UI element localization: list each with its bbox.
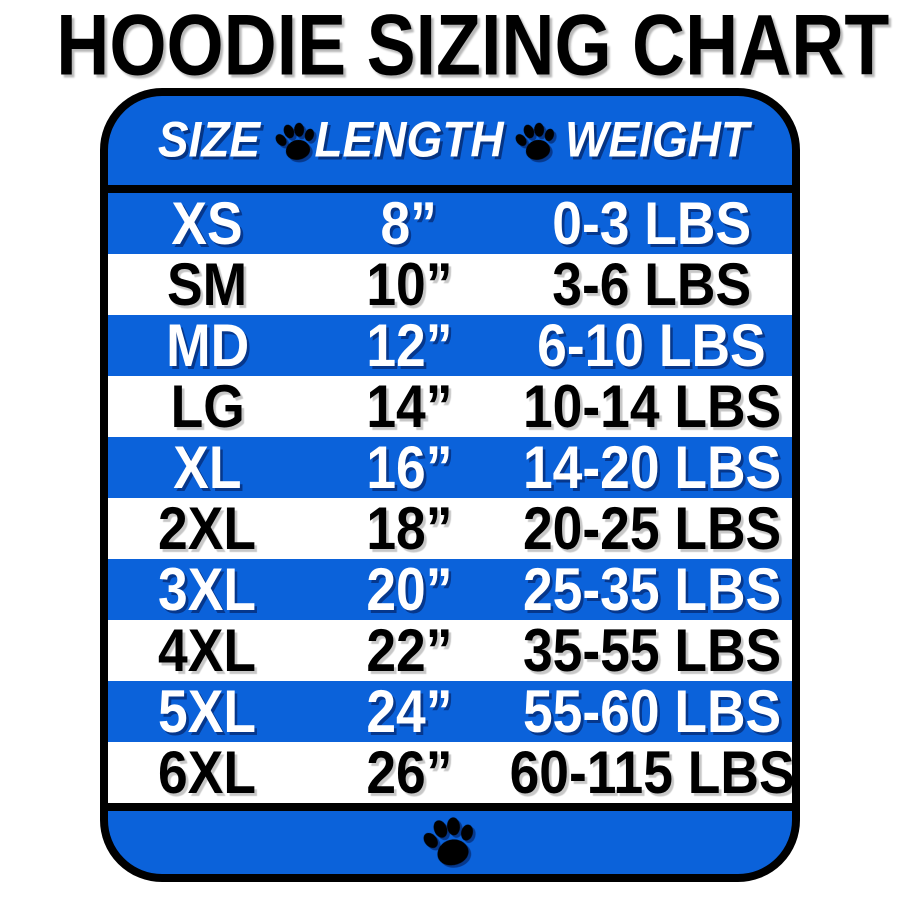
length-cell: 20” — [365, 555, 453, 623]
size-table: XS 8” 0-3 LBS SM 10” 3-6 LBS MD 12” 6-10… — [108, 193, 792, 803]
header-divider — [108, 185, 792, 193]
size-cell: XS — [171, 189, 243, 257]
paw-icon — [417, 811, 483, 872]
length-cell: 18” — [365, 494, 453, 562]
table-row: 2XL 18” 20-25 LBS — [108, 498, 792, 559]
weight-cell: 10-14 LBS — [522, 372, 781, 440]
paw-icon — [511, 118, 561, 164]
table-row: 6XL 26” 60-115 LBS — [108, 742, 792, 803]
header-weight-label: WEIGHT — [565, 111, 750, 167]
footer-divider — [108, 803, 792, 811]
size-cell: 6XL — [158, 738, 257, 806]
page-title: HOODIE SIZING CHART — [56, 0, 890, 94]
weight-cell: 55-60 LBS — [522, 677, 781, 745]
size-cell: LG — [170, 372, 245, 440]
size-cell: 2XL — [158, 494, 257, 562]
length-cell: 22” — [365, 616, 453, 684]
length-cell: 24” — [365, 677, 453, 745]
length-cell: 10” — [365, 250, 453, 318]
table-row: 5XL 24” 55-60 LBS — [108, 681, 792, 742]
size-cell: MD — [165, 311, 249, 379]
size-cell: 4XL — [158, 616, 257, 684]
weight-cell: 14-20 LBS — [522, 433, 781, 501]
length-cell: 8” — [380, 189, 438, 257]
table-row: MD 12” 6-10 LBS — [108, 315, 792, 376]
weight-cell: 60-115 LBS — [509, 738, 795, 806]
table-row: SM 10” 3-6 LBS — [108, 254, 792, 315]
table-row: 3XL 20” 25-35 LBS — [108, 559, 792, 620]
weight-cell: 0-3 LBS — [552, 189, 752, 257]
table-row: XS 8” 0-3 LBS — [108, 193, 792, 254]
table-row: 4XL 22” 35-55 LBS — [108, 620, 792, 681]
header-length-label: LENGTH — [314, 111, 504, 167]
size-cell: XL — [173, 433, 242, 501]
length-cell: 16” — [365, 433, 453, 501]
sizing-chart-card: SIZE LENGTH WEIGHT XS 8” 0-3 LBS SM 10” … — [100, 88, 800, 882]
weight-cell: 25-35 LBS — [522, 555, 781, 623]
size-cell: 5XL — [158, 677, 257, 745]
weight-cell: 6-10 LBS — [537, 311, 767, 379]
length-cell: 12” — [365, 311, 453, 379]
table-row: LG 14” 10-14 LBS — [108, 376, 792, 437]
table-header: SIZE LENGTH WEIGHT — [108, 96, 792, 185]
size-cell: 3XL — [158, 555, 257, 623]
size-cell: SM — [167, 250, 248, 318]
length-cell: 26” — [365, 738, 453, 806]
header-size-label: SIZE — [158, 111, 261, 167]
weight-cell: 3-6 LBS — [552, 250, 752, 318]
length-cell: 14” — [365, 372, 453, 440]
card-footer — [108, 811, 792, 874]
weight-cell: 20-25 LBS — [522, 494, 781, 562]
weight-cell: 35-55 LBS — [522, 616, 781, 684]
table-row: XL 16” 14-20 LBS — [108, 437, 792, 498]
